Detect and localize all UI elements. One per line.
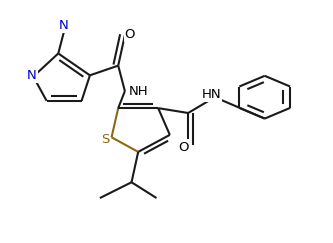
Text: N: N [27,69,37,82]
Text: N: N [58,19,68,32]
Text: NH: NH [129,85,148,98]
Text: O: O [125,27,135,41]
Text: S: S [101,133,109,146]
Text: O: O [178,140,188,154]
Text: HN: HN [202,88,221,101]
